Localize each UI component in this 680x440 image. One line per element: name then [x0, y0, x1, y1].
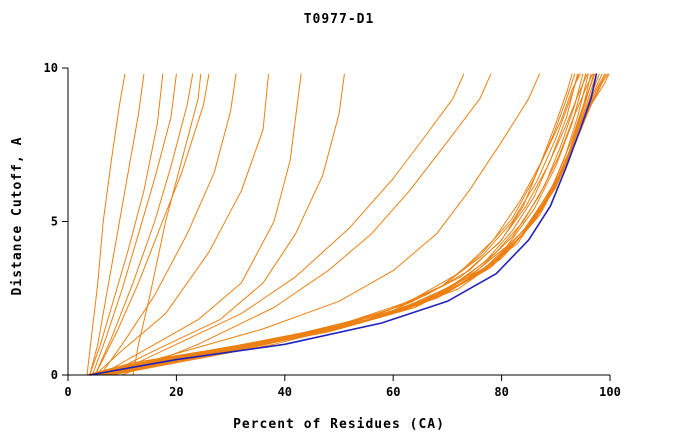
series-model-09 — [94, 73, 269, 376]
series-model-32 — [94, 73, 588, 376]
series-model-10 — [100, 73, 302, 376]
chart-title: T0977-D1 — [303, 12, 375, 27]
series-model-04 — [91, 73, 177, 376]
series-model-05 — [94, 73, 194, 376]
y-tick-label: 5 — [51, 215, 58, 229]
series-model-03 — [89, 73, 164, 376]
y-tick-label: 0 — [51, 368, 58, 382]
x-tick-label: 60 — [386, 385, 400, 399]
series-model-06 — [94, 73, 210, 376]
series-model-13 — [121, 73, 492, 376]
series-model-19 — [94, 73, 589, 376]
x-tick-label: 100 — [599, 385, 621, 399]
series-model-01 — [86, 73, 126, 376]
series-model-07 — [132, 73, 202, 376]
x-axis-label: Percent of Residues (CA) — [233, 417, 445, 432]
x-tick-label: 40 — [278, 385, 292, 399]
series-model-33 — [97, 73, 594, 376]
x-tick-label: 0 — [64, 385, 71, 399]
y-tick-label: 10 — [44, 61, 58, 75]
series-reference-model — [88, 73, 598, 376]
series-model-34 — [100, 73, 596, 376]
x-tick-label: 80 — [494, 385, 508, 399]
series-model-02 — [89, 73, 145, 376]
series-model-28 — [110, 73, 610, 376]
series-model-11 — [105, 73, 345, 376]
series-model-21 — [97, 73, 595, 376]
series-model-14 — [100, 73, 540, 376]
series-model-12 — [110, 73, 465, 376]
x-tick-label: 20 — [169, 385, 183, 399]
series-model-08 — [100, 73, 237, 376]
